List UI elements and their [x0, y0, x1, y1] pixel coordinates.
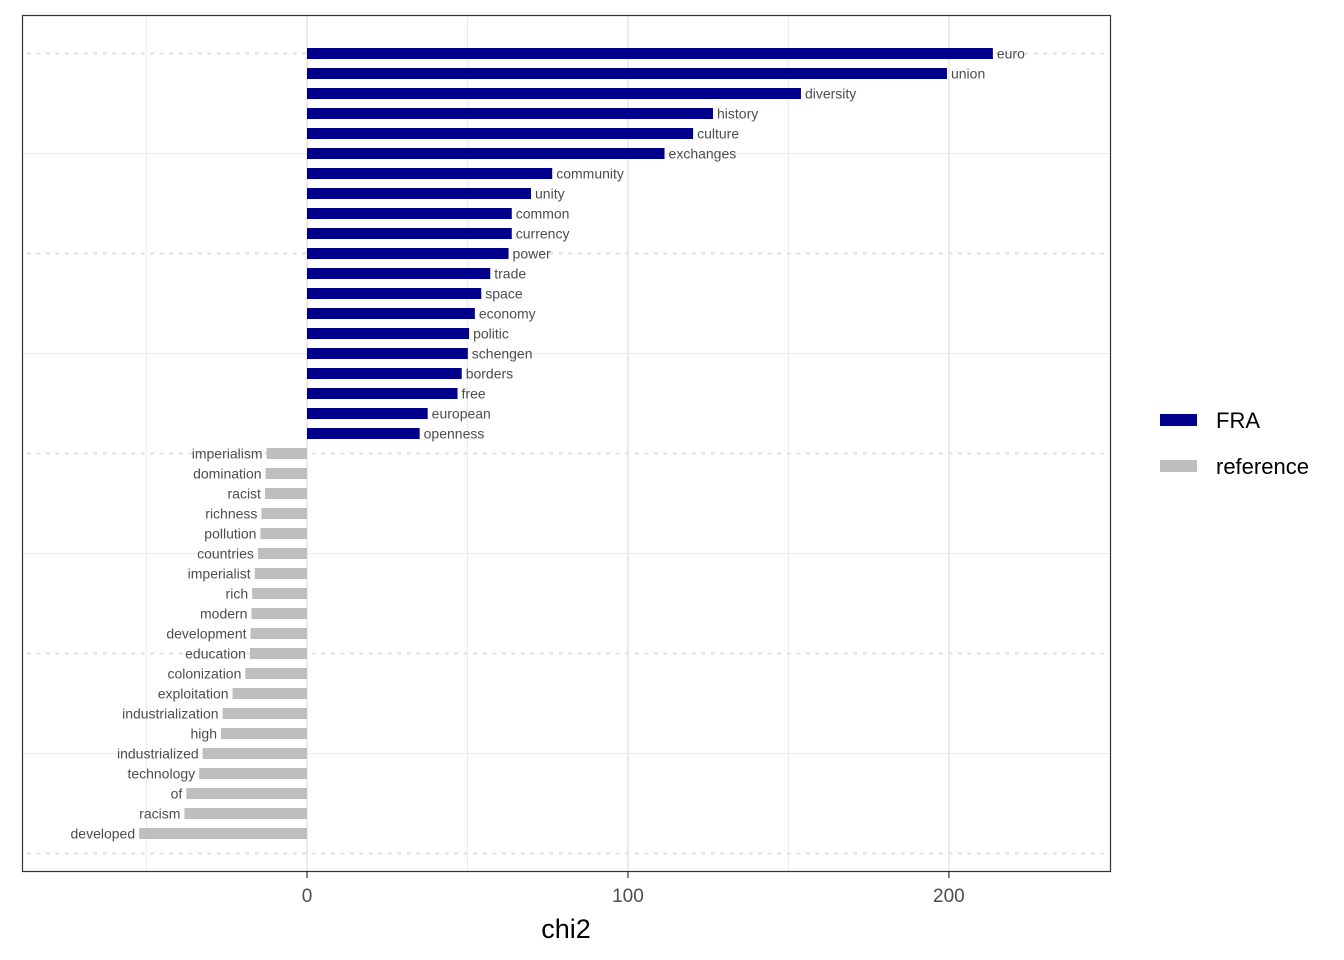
bar-label-modern: modern [200, 606, 247, 622]
bar-reference-development [250, 628, 307, 639]
bar-label-diversity: diversity [805, 86, 856, 102]
bar-fra-openness [307, 428, 420, 439]
bar-reference-of [186, 788, 307, 799]
bar-label-community: community [556, 166, 624, 182]
bar-label-industrialization: industrialization [122, 706, 219, 722]
bar-fra-union [307, 68, 947, 79]
bar-reference-colonization [245, 668, 307, 679]
bar-label-european: european [432, 406, 491, 422]
bar-label-unity: unity [535, 186, 565, 202]
bar-label-currency: currency [516, 226, 570, 242]
bar-reference-education [249, 648, 307, 659]
bar-reference-racist [264, 488, 307, 499]
bar-label-colonization: colonization [167, 666, 241, 682]
bar-fra-culture [307, 128, 694, 139]
bar-label-borders: borders [466, 366, 513, 382]
bar-label-exchanges: exchanges [669, 146, 737, 162]
legend-key-fra [1160, 414, 1197, 426]
bar-label-education: education [185, 646, 246, 662]
bar-label-imperialist: imperialist [188, 566, 251, 582]
bar-reference-richness [261, 508, 307, 519]
bar-label-rich: rich [226, 586, 249, 602]
bars [139, 48, 993, 839]
bar-label-power: power [513, 246, 551, 262]
panel-border [21, 14, 1112, 873]
bar-reference-developed [139, 828, 307, 839]
bar-fra-trade [307, 268, 491, 279]
x-axis-ticks: 0 100 200 [302, 872, 965, 907]
bar-reference-industrialization [222, 708, 307, 719]
bar-label-developed: developed [71, 826, 136, 842]
bar-fra-borders [307, 368, 462, 379]
bar-label-trade: trade [494, 266, 526, 282]
bar-fra-common [307, 208, 512, 219]
bar-label-openness: openness [424, 426, 485, 442]
bar-fra-euro [307, 48, 993, 59]
bar-label-richness: richness [205, 506, 257, 522]
bar-label-exploitation: exploitation [158, 686, 229, 702]
bar-fra-power [307, 248, 509, 259]
bar-label-common: common [516, 206, 570, 222]
bar-fra-european [307, 408, 428, 419]
bar-labels: euro union diversity history culture exchange… [71, 46, 1026, 842]
legend-key-reference [1160, 460, 1197, 472]
bar-reference-imperialist [254, 568, 307, 579]
bar-reference-countries [257, 548, 307, 559]
bar-label-high: high [191, 726, 217, 742]
bar-reference-industrialized [202, 748, 307, 759]
bar-reference-pollution [260, 528, 307, 539]
bar-reference-domination [265, 468, 307, 479]
legend-label-reference: reference [1216, 454, 1309, 479]
bar-label-development: development [166, 626, 246, 642]
bar-label-countries: countries [197, 546, 254, 562]
bar-fra-free [307, 388, 458, 399]
bar-label-union: union [951, 66, 985, 82]
x-axis-title: chi2 [541, 914, 591, 944]
panel-background [22, 15, 1110, 872]
bar-reference-rich [252, 588, 307, 599]
bar-reference-racism [184, 808, 307, 819]
bar-fra-history [307, 108, 714, 119]
bar-fra-community [307, 168, 553, 179]
bar-reference-imperialism [266, 448, 307, 459]
legend: FRA reference [1160, 408, 1309, 479]
bar-label-schengen: schengen [472, 346, 533, 362]
bar-label-racism: racism [139, 806, 180, 822]
bar-fra-schengen [307, 348, 468, 359]
bar-label-domination: domination [193, 466, 262, 482]
bar-fra-economy [307, 308, 475, 319]
bar-fra-politic [307, 328, 470, 339]
bar-label-economy: economy [479, 306, 536, 322]
bar-fra-exchanges [307, 148, 665, 159]
bar-label-industrialized: industrialized [117, 746, 199, 762]
bar-label-space: space [485, 286, 523, 302]
bar-reference-high [220, 728, 307, 739]
bar-label-history: history [717, 106, 758, 122]
bar-reference-modern [251, 608, 307, 619]
bar-label-free: free [462, 386, 486, 402]
bar-label-imperialism: imperialism [192, 446, 263, 462]
bar-label-technology: technology [127, 766, 195, 782]
bar-reference-technology [199, 768, 307, 779]
x-tick-label: 200 [933, 886, 965, 907]
bar-label-of: of [171, 786, 183, 802]
x-tick-label: 100 [612, 886, 644, 907]
bar-label-politic: politic [473, 326, 509, 342]
bar-fra-unity [307, 188, 532, 199]
bar-fra-diversity [307, 88, 801, 99]
legend-label-fra: FRA [1216, 408, 1260, 433]
bar-label-racist: racist [228, 486, 262, 502]
bar-fra-currency [307, 228, 512, 239]
bar-reference-exploitation [232, 688, 307, 699]
bar-label-pollution: pollution [204, 526, 256, 542]
bar-fra-space [307, 288, 482, 299]
bar-label-euro: euro [997, 46, 1025, 62]
bar-label-culture: culture [697, 126, 739, 142]
x-tick-label: 0 [302, 886, 313, 907]
